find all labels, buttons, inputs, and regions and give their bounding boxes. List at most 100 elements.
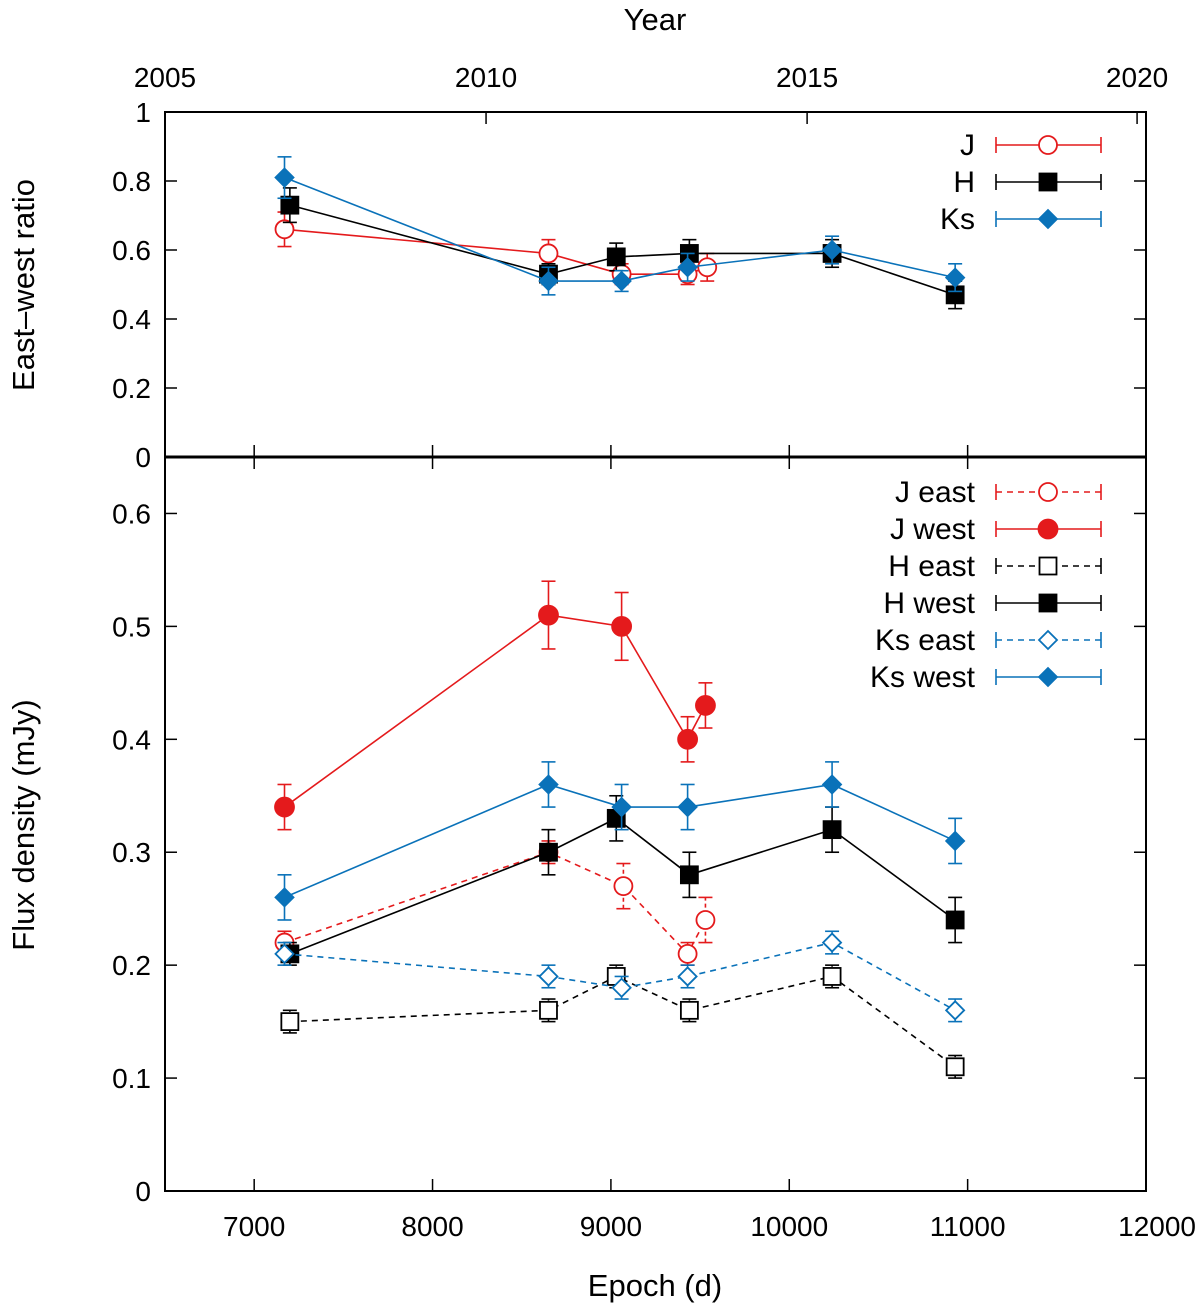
- data-point: [697, 257, 718, 278]
- series-line: [284, 228, 708, 275]
- series-flux-j-east: [274, 840, 716, 966]
- legend-marker: [1038, 135, 1058, 155]
- top-panel-frame: [164, 111, 1147, 458]
- data-point: [944, 267, 966, 288]
- bottom-ytick-label: 0: [135, 1176, 151, 1207]
- data-point: [945, 1057, 965, 1077]
- data-point: [945, 910, 965, 930]
- data-point: [274, 167, 295, 188]
- data-point: [944, 830, 966, 852]
- legend-marker: [1038, 482, 1058, 502]
- data-point: [538, 243, 559, 264]
- series-flux-h-east: [280, 964, 965, 1079]
- bottom-ytick-label: 0.2: [112, 950, 151, 981]
- data-point: [274, 796, 295, 818]
- frames: [164, 111, 1147, 1192]
- series-flux-j-west: [274, 580, 716, 831]
- legend-label: Ks: [940, 203, 975, 236]
- legend-entry-j-west: J west: [890, 513, 1102, 546]
- series-ratio-j: [274, 211, 718, 286]
- data-point: [274, 887, 295, 908]
- legends: JH Ks J east J west H east H west Ks east Ks we…: [870, 129, 1102, 694]
- data-point: [677, 796, 698, 818]
- data-point: [606, 247, 626, 267]
- year-tick-label: 2015: [776, 62, 838, 93]
- legend-label: J west: [890, 513, 976, 546]
- bottom-y-axis-title: Flux density (mJy): [6, 699, 41, 950]
- legend-label: H: [953, 166, 975, 199]
- legend-label: J east: [895, 476, 976, 509]
- data-point: [280, 195, 300, 215]
- data-point: [613, 876, 634, 897]
- data-point: [538, 270, 559, 292]
- data-point: [821, 239, 843, 261]
- series-flux-ks-west: [274, 761, 966, 921]
- year-tick-label: 2010: [455, 62, 517, 93]
- data-point: [611, 615, 633, 637]
- data-point: [677, 728, 699, 750]
- year-tick-label: 2005: [134, 62, 196, 93]
- data-point: [821, 932, 843, 953]
- bottom-x-axis-title: Epoch (d): [588, 1268, 722, 1303]
- bottom-ytick-label: 0.1: [112, 1063, 151, 1094]
- legend-entry-j: J: [960, 129, 1102, 162]
- legend-marker: [1037, 518, 1059, 540]
- legend-label: Ks west: [870, 661, 976, 694]
- series-line: [284, 614, 707, 808]
- series-line: [289, 204, 956, 296]
- bottom-xtick-label: 12000: [1118, 1211, 1196, 1242]
- legend-label: H east: [888, 550, 975, 583]
- data-point: [274, 943, 295, 965]
- bottom-ytick-label: 0.4: [112, 724, 151, 755]
- bottom-xtick-label: 9000: [580, 1211, 642, 1242]
- legend-label: Ks east: [875, 624, 976, 657]
- bottom-xtick-label: 11000: [930, 1211, 1006, 1242]
- top-ytick-label: 0.6: [112, 235, 151, 266]
- legend-entry-h-east: H east: [888, 550, 1102, 583]
- data-point: [611, 977, 632, 999]
- series-flux-h-west: [280, 794, 965, 966]
- bottom-xtick-label: 7000: [223, 1211, 285, 1242]
- legend-label: H west: [883, 587, 975, 620]
- top-ytick-label: 0.2: [112, 373, 151, 404]
- bottom-ytick-label: 0.6: [112, 498, 151, 529]
- axis-titles: Year East–west ratio Flux density (mJy) …: [6, 2, 722, 1303]
- data-point: [695, 695, 716, 716]
- legend-label: J: [960, 129, 975, 162]
- data-point: [679, 1000, 699, 1020]
- data-point: [822, 820, 842, 840]
- data-point: [611, 796, 632, 818]
- data-point: [677, 966, 698, 987]
- series-line: [284, 783, 956, 899]
- data-point: [679, 865, 699, 885]
- data-point: [274, 219, 295, 240]
- legend-entry-ks-east: Ks east: [875, 624, 1102, 657]
- legend-entry-ks: Ks: [940, 203, 1102, 236]
- bottom-ytick-label: 0.5: [112, 611, 151, 642]
- top-ytick-label: 0.4: [112, 304, 151, 335]
- legend-marker: [1038, 172, 1058, 192]
- top-y-axis-title: East–west ratio: [6, 179, 41, 391]
- legend-marker: [1037, 208, 1059, 230]
- legend-entry-ks-west: Ks west: [870, 661, 1102, 694]
- data-point: [944, 1000, 966, 1021]
- data-point: [538, 966, 559, 987]
- data-point: [821, 774, 843, 795]
- legend-entry-h: H: [953, 166, 1102, 199]
- series-line: [284, 176, 956, 282]
- bottom-ytick-label: 0.3: [112, 837, 151, 868]
- top-ytick-label: 0: [135, 442, 151, 473]
- series-flux-ks-east: [274, 930, 966, 1023]
- series-line: [284, 941, 956, 1012]
- series-ratio-ks: [274, 156, 966, 296]
- series-ratio-h: [280, 187, 965, 310]
- data-point: [538, 604, 559, 626]
- bottom-xtick-label: 10000: [750, 1211, 828, 1242]
- year-tick-label: 2020: [1106, 62, 1168, 93]
- data-point: [822, 967, 842, 986]
- legend-entry-j-east: J east: [895, 476, 1102, 509]
- data-point: [539, 1000, 558, 1020]
- data-point: [677, 256, 698, 278]
